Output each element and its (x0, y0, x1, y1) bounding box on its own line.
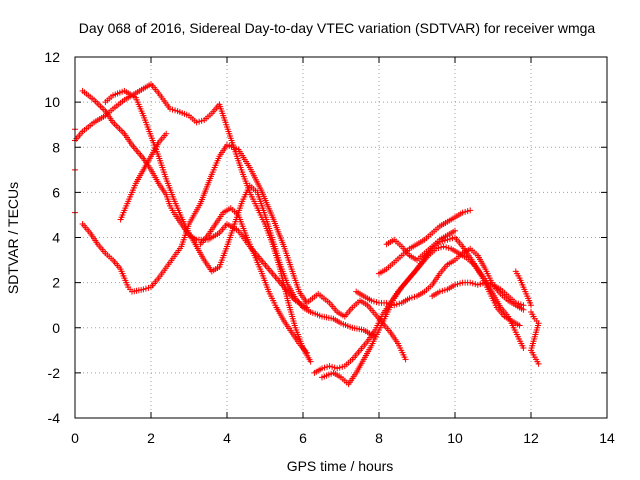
data-point (336, 364, 343, 371)
data-point (452, 227, 458, 234)
data-point (467, 207, 474, 214)
x-tick-label: 8 (375, 430, 383, 446)
data-point (368, 297, 375, 304)
y-tick-label: 12 (44, 49, 60, 65)
data-point (391, 302, 398, 309)
data-point (321, 364, 328, 371)
data-point (520, 302, 527, 309)
data-point (452, 281, 458, 288)
data-point (449, 235, 456, 242)
data-point (303, 349, 310, 356)
data-point (515, 300, 522, 307)
data-point (457, 280, 464, 287)
data-point (193, 119, 200, 126)
data-point (454, 281, 461, 288)
data-point (331, 364, 338, 371)
data-point (464, 208, 471, 215)
x-tick-label: 10 (447, 430, 463, 446)
data-point (440, 243, 447, 250)
data-point (439, 287, 446, 294)
y-tick-label: 0 (52, 320, 60, 336)
data-point (373, 299, 380, 306)
data-point (528, 302, 534, 309)
data-point (142, 285, 149, 292)
data-point (411, 293, 418, 300)
y-axis-label: SDTVAR / TECUs (5, 182, 21, 294)
data-point (441, 237, 448, 244)
data-point (535, 360, 542, 367)
y-tick-label: 2 (52, 275, 60, 291)
data-points (72, 81, 542, 388)
data-point (326, 363, 333, 370)
plot-frame (74, 56, 608, 419)
data-point (169, 106, 176, 113)
data-point (163, 130, 170, 137)
x-tick-label: 0 (71, 430, 79, 446)
data-point (469, 280, 476, 287)
data-point (388, 301, 395, 308)
x-tick-label: 2 (147, 430, 155, 446)
data-point (140, 286, 147, 293)
data-point (408, 294, 415, 301)
data-point (307, 358, 314, 365)
data-point (445, 245, 452, 252)
data-point (386, 300, 393, 307)
data-point (459, 209, 466, 216)
data-point (441, 287, 448, 294)
data-point (167, 105, 173, 112)
y-tick-label: 8 (52, 139, 60, 155)
data-point (324, 363, 331, 370)
data-point (145, 284, 152, 291)
y-tick-label: 4 (52, 230, 60, 246)
x-tick-label: 14 (599, 430, 615, 446)
data-point (467, 279, 474, 286)
data-point (479, 280, 486, 287)
data-point (512, 299, 519, 306)
data-point (516, 322, 523, 329)
y-tick-label: 10 (44, 94, 60, 110)
data-point (438, 244, 445, 251)
data-point (443, 244, 450, 251)
y-tick-label: -4 (48, 410, 61, 426)
data-point (487, 281, 494, 288)
y-tick-label: 6 (52, 184, 60, 200)
grid-lines (75, 57, 607, 418)
data-point (517, 301, 524, 308)
data-point (339, 363, 346, 370)
data-point (482, 279, 489, 286)
data-point (334, 365, 341, 372)
data-point (477, 281, 484, 288)
data-point (406, 295, 413, 302)
data-point (319, 365, 325, 372)
data-point (484, 280, 491, 287)
data-point (472, 281, 479, 288)
data-point (462, 208, 469, 215)
tick-labels: 0 2 4 6 8 10 12 14 -4 -2 0 2 4 6 8 10 12 (44, 49, 615, 446)
data-point (370, 298, 377, 305)
data-point (196, 118, 203, 125)
chart-title: Day 068 of 2016, Sidereal Day-to-day VTE… (79, 20, 596, 36)
data-point (198, 117, 205, 124)
data-point (436, 288, 443, 295)
data-point (172, 107, 179, 114)
data-point (393, 301, 400, 308)
x-tick-label: 4 (223, 430, 231, 446)
data-point (329, 363, 336, 370)
x-tick-label: 12 (523, 430, 539, 446)
data-point (383, 299, 390, 306)
data-point (474, 281, 481, 288)
data-point (520, 345, 527, 352)
data-point (402, 356, 409, 363)
y-tick-label: -2 (48, 365, 61, 381)
data-point (435, 245, 442, 252)
data-point (446, 236, 453, 243)
x-axis-label: GPS time / hours (287, 458, 394, 474)
x-tick-label: 6 (299, 430, 307, 446)
data-point (396, 300, 403, 307)
